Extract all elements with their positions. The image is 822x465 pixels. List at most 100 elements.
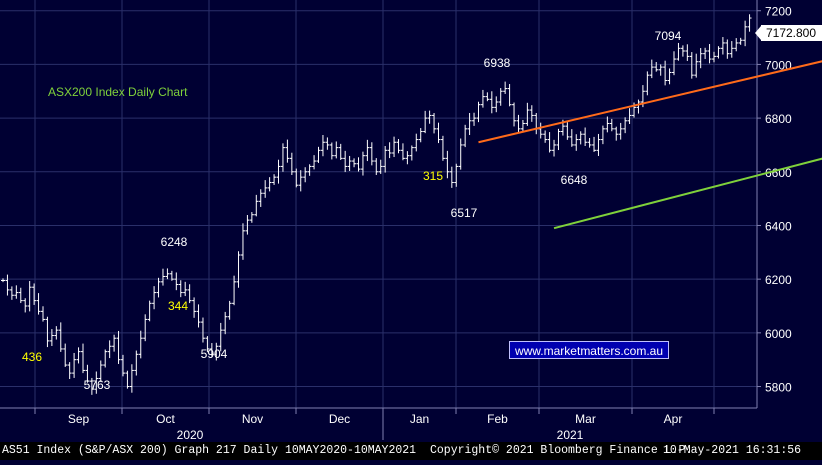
ohlc-bar <box>352 158 357 168</box>
annotation-label: 7094 <box>655 29 682 43</box>
ohlc-bar <box>507 84 512 107</box>
footer-copyright: Copyright© 2021 Bloomberg Finance L.P. <box>430 444 693 457</box>
ohlc-bar <box>720 37 725 55</box>
watermark-link[interactable]: www.marketmatters.com.au <box>509 341 669 359</box>
ohlc-bar <box>658 64 663 76</box>
ohlc-bar <box>467 113 472 136</box>
last-value-label: 7172.800 <box>766 26 816 40</box>
ohlc-bar <box>116 330 121 364</box>
ohlc-bar <box>454 163 459 187</box>
ohlc-bar <box>463 124 468 148</box>
ohlc-bar <box>76 347 81 364</box>
ohlc-bar <box>316 146 321 163</box>
x-tick-label: Oct <box>156 412 175 426</box>
ohlc-bar <box>129 364 134 393</box>
ohlc-bar <box>565 122 570 140</box>
ohlc-bar <box>494 96 499 113</box>
ohlc-bar <box>365 139 370 162</box>
ohlc-bar <box>120 354 125 377</box>
ohlc-bar <box>325 137 330 150</box>
ohlc-bar <box>320 135 325 157</box>
ohlc-bar <box>45 316 50 348</box>
ohlc-bar <box>645 71 650 96</box>
ohlc-bar <box>245 215 250 235</box>
ohlc-bar <box>387 142 392 159</box>
footer-security: AS51 Index (S&P/ASX 200) Graph 217 Daily… <box>2 444 417 457</box>
ohlc-bar <box>649 59 654 79</box>
footer-timestamp: 10-May-2021 16:31:56 <box>663 444 802 457</box>
ohlc-bar <box>356 157 361 172</box>
ohlc-bar <box>712 51 717 63</box>
ohlc-bar <box>67 362 72 380</box>
ohlc-bar <box>209 343 214 357</box>
ohlc-bar <box>276 159 281 184</box>
ohlc-bar <box>685 44 690 61</box>
trend-layer <box>478 60 822 230</box>
ohlc-bar <box>72 352 77 378</box>
ohlc-bar <box>147 300 152 322</box>
grid-layer <box>0 0 757 408</box>
ohlc-bar <box>703 47 708 60</box>
ohlc-bar <box>609 118 614 132</box>
ohlc-bar <box>294 168 299 188</box>
ohlc-bar <box>5 274 10 296</box>
ohlc-bar <box>1 278 5 283</box>
ohlc-bar <box>636 99 641 114</box>
last-value-box <box>761 25 822 41</box>
ohlc-bar <box>409 145 414 161</box>
ohlc-bar <box>329 142 334 160</box>
chart-title: ASX200 Index Daily Chart <box>48 85 188 99</box>
ohlc-bar <box>227 300 232 320</box>
ohlc-bar <box>383 146 388 173</box>
ohlc-bar <box>165 268 170 280</box>
ohlc-bar <box>654 62 659 72</box>
ohlc-bar <box>187 284 192 304</box>
x-tick-label: Mar <box>575 412 596 426</box>
annot-layer: 6938 7094 6248 344 5904 436 5763 315 6517 6648 <box>22 29 682 392</box>
ohlc-bar <box>303 167 308 183</box>
ohlc-bar <box>418 128 423 143</box>
ohlc-bar <box>98 360 103 382</box>
ohlc-bar <box>694 53 699 78</box>
ohlc-bar <box>627 108 632 125</box>
annotation-label: 315 <box>423 169 443 183</box>
ohlc-bar <box>543 130 548 143</box>
y-tick-label: 5800 <box>765 381 792 395</box>
ohlc-bar <box>338 143 343 160</box>
ohlc-bar <box>374 158 379 176</box>
ohlc-bar <box>312 155 317 170</box>
ohlc-bar <box>392 136 397 158</box>
ohlc-bar <box>134 350 139 376</box>
ohlc-bar <box>156 277 161 298</box>
ohlc-bar <box>32 283 37 305</box>
ohlc-bar <box>40 306 45 322</box>
ohlc-bar <box>183 281 188 297</box>
ohlc-bar <box>94 371 99 394</box>
ohlc-bar <box>605 116 610 133</box>
ohlc-bar <box>592 136 597 152</box>
ohlc-bar <box>80 343 85 374</box>
ohlc-bar <box>578 131 583 145</box>
ohlc-bar <box>400 143 405 161</box>
ohlc-bar <box>205 336 210 353</box>
y-tick-label: 6600 <box>765 166 792 180</box>
y-tick-label: 6000 <box>765 327 792 341</box>
ohlc-bar <box>178 280 183 298</box>
ohlc-bar <box>143 314 148 342</box>
annotation-label: 344 <box>168 299 188 313</box>
ohlc-bar <box>618 122 623 140</box>
ohlc-bar <box>738 37 743 45</box>
ohlc-bar <box>334 141 339 159</box>
ohlc-bar <box>614 126 619 141</box>
ohlc-bar <box>232 275 237 306</box>
ohlc-bar <box>432 113 437 134</box>
ohlc-bar <box>200 317 205 343</box>
ohlc-bar <box>152 286 157 310</box>
ohlc-bar <box>574 134 579 151</box>
ohlc-bar <box>583 127 588 147</box>
ohlc-bar <box>743 20 748 47</box>
ohlc-bar <box>525 102 530 126</box>
ohlc-bar <box>192 297 197 318</box>
ohlc-bar <box>289 152 294 176</box>
ohlc-bar <box>378 159 383 174</box>
